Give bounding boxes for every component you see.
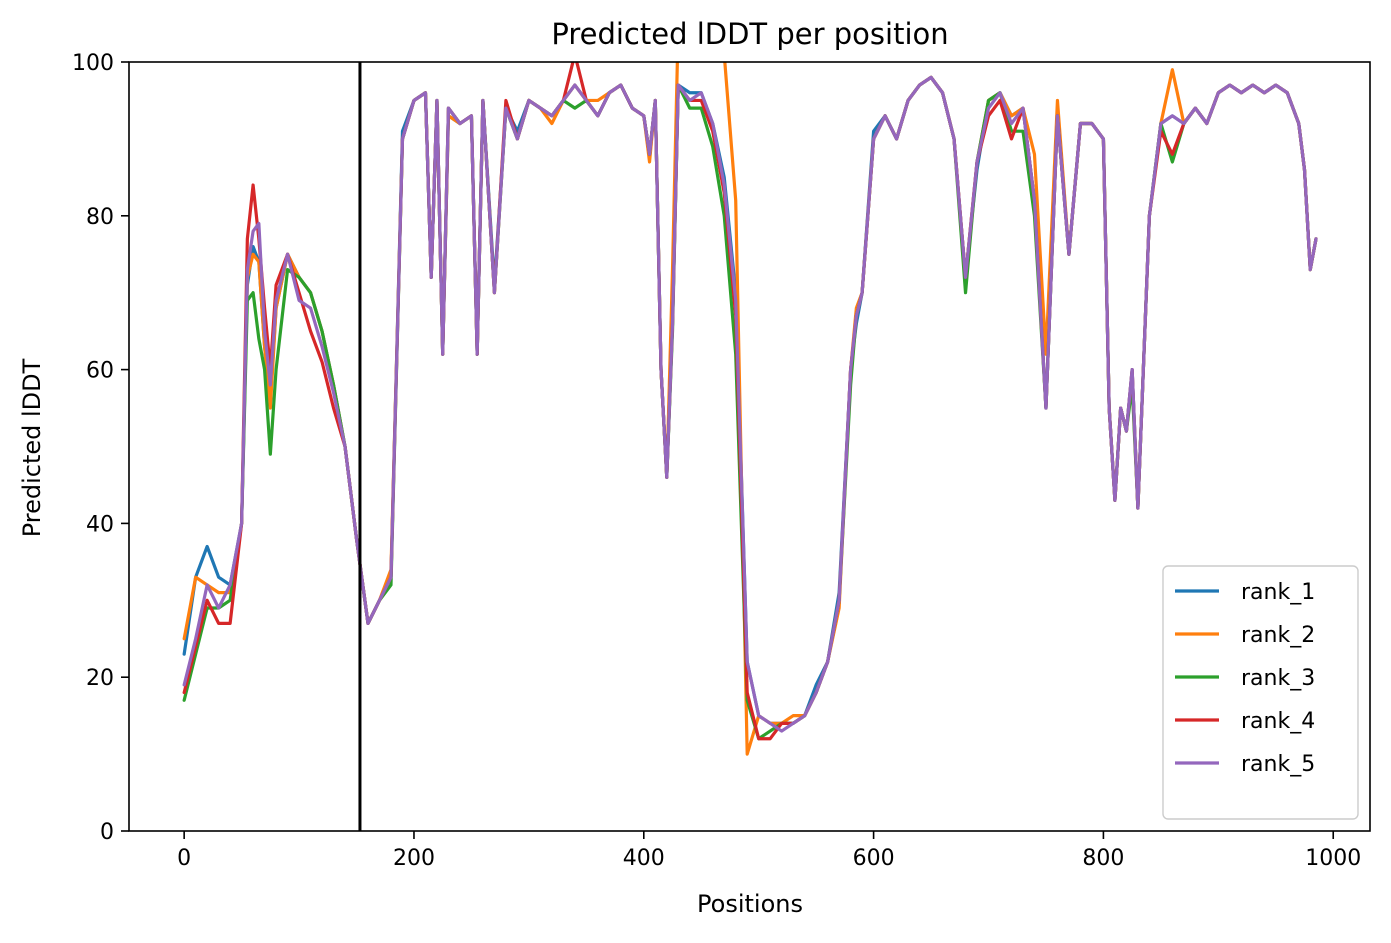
series-line-rank-4 [182,62,1318,741]
y-tick-label: 60 [86,359,114,384]
series-line-rank-1 [182,75,1318,725]
series-line-rank-3 [182,75,1318,741]
y-tick-label: 0 [100,820,114,845]
y-tick-label: 80 [86,205,114,230]
chart-title: Predicted lDDT per position [551,17,948,51]
legend-label-rank-4: rank_4 [1241,709,1315,734]
x-tick-label: 800 [1082,846,1124,871]
y-axis-label: Predicted lDDT [18,358,46,537]
x-tick-label: 200 [393,846,435,871]
legend-label-rank-5: rank_5 [1241,752,1315,777]
legend-label-rank-3: rank_3 [1241,666,1315,691]
y-tick-label: 40 [86,512,114,537]
y-tick-label: 100 [72,51,114,76]
legend-box [1162,565,1359,820]
axes: 0 200 400 600 800 1000 0 20 40 60 80 100 [72,51,1371,871]
legend-label-rank-1: rank_1 [1241,580,1315,605]
y-tick-label: 20 [86,666,114,691]
x-tick-label: 1000 [1305,846,1361,871]
x-tick-label: 0 [177,846,191,871]
x-tick-label: 600 [853,846,895,871]
legend-label-rank-2: rank_2 [1241,623,1315,648]
plot-area [182,62,1318,831]
series-line-rank-5 [182,75,1318,733]
x-axis-label: Positions [697,890,803,918]
legend: rank_1 rank_2 rank_3 rank_4 rank_5 [1162,565,1359,820]
series-line-rank-2 [182,62,1318,756]
axes-frame [128,61,1371,832]
x-tick-label: 400 [623,846,665,871]
